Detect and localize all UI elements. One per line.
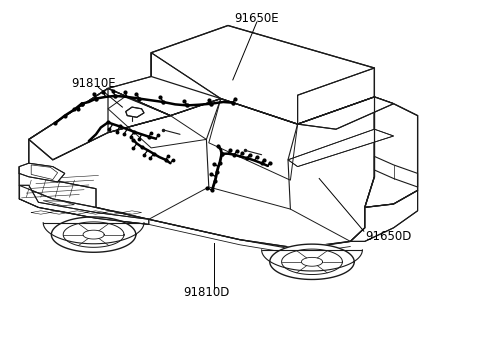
Polygon shape [298,68,374,124]
Polygon shape [19,167,96,207]
Polygon shape [29,88,170,160]
Polygon shape [301,257,323,266]
Polygon shape [19,163,65,182]
Polygon shape [270,244,354,279]
Text: 91650D: 91650D [365,230,411,243]
Polygon shape [83,230,104,239]
Polygon shape [19,185,149,224]
Polygon shape [288,129,394,167]
Polygon shape [19,88,374,248]
Text: 91650E: 91650E [235,12,279,25]
Polygon shape [298,97,394,129]
Polygon shape [350,190,418,241]
Polygon shape [108,53,221,116]
Text: 91810D: 91810D [183,286,229,299]
Polygon shape [365,97,418,207]
Text: 91810E: 91810E [72,77,116,90]
Polygon shape [126,107,144,117]
Polygon shape [151,26,374,124]
Polygon shape [51,217,136,252]
